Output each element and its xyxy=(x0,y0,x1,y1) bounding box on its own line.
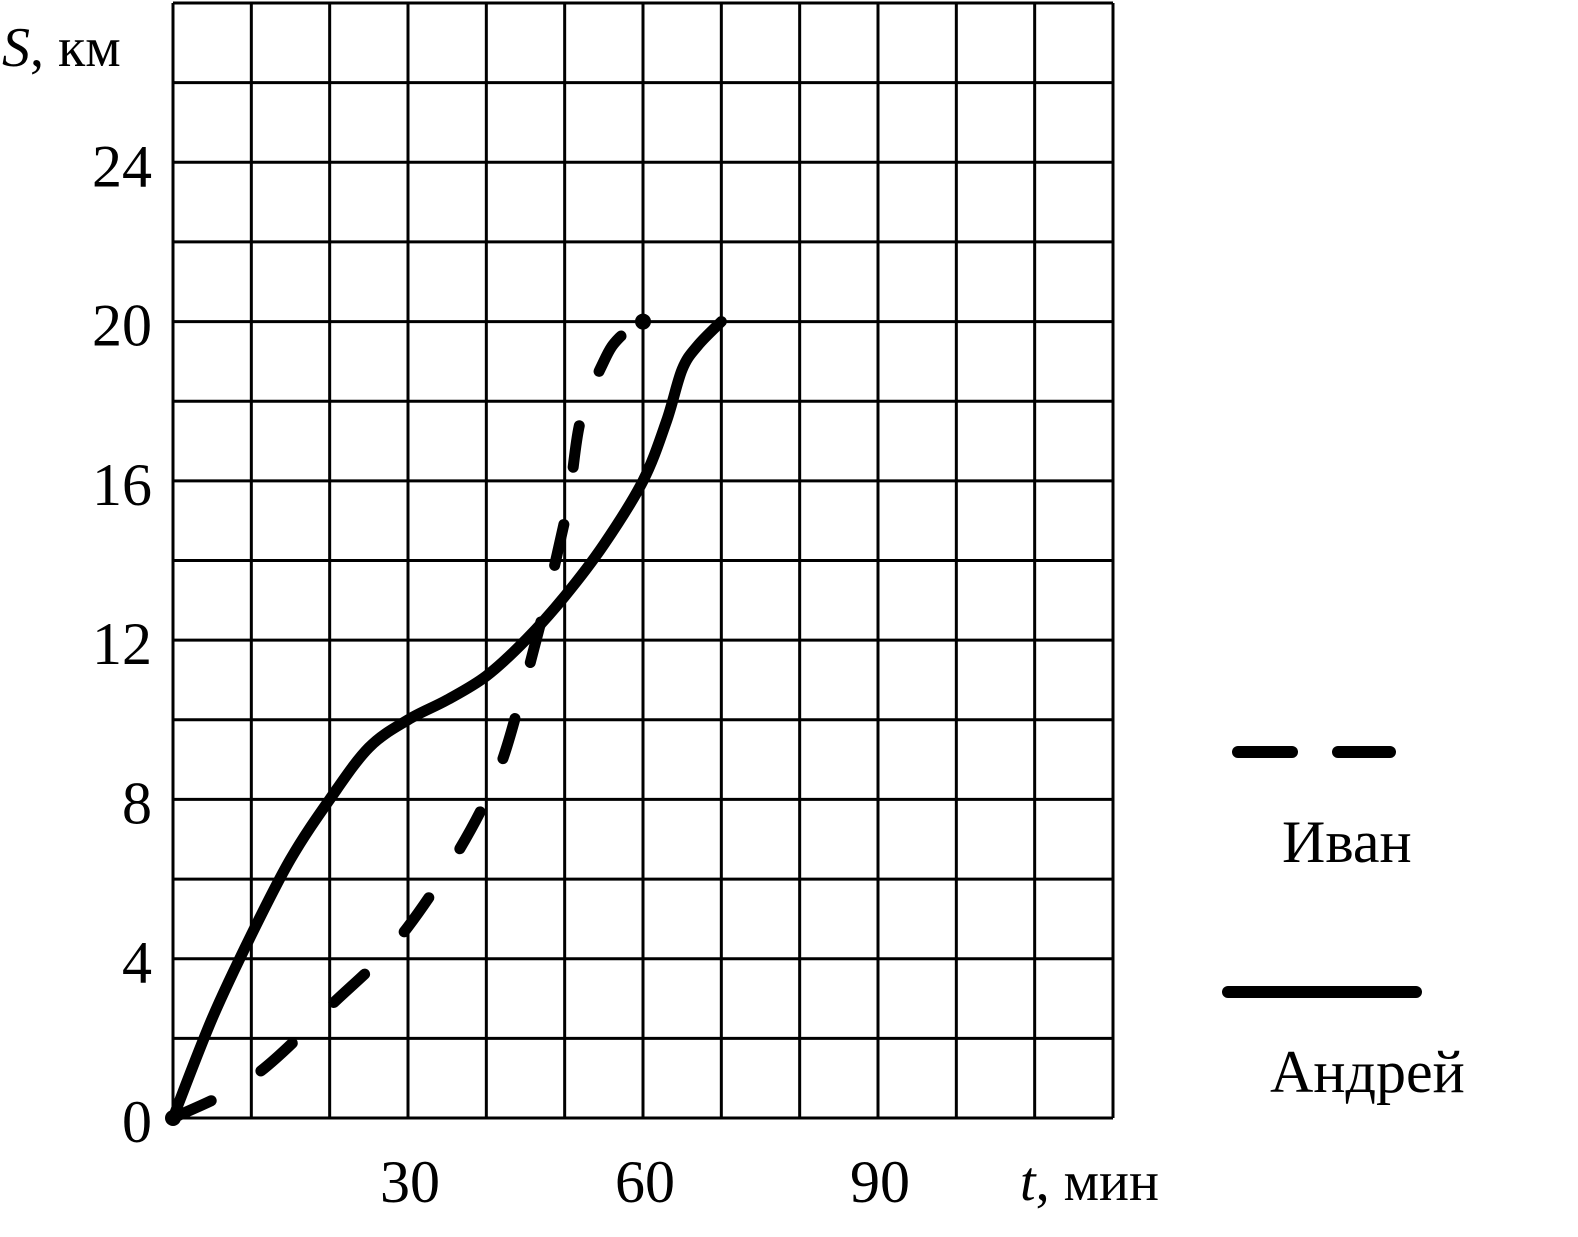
series-end-point xyxy=(635,313,651,330)
y-tick-label: 8 xyxy=(122,770,152,836)
x-axis-label: t, мин xyxy=(1020,1151,1159,1213)
x-tick-label: 60 xyxy=(615,1149,675,1215)
y-axis-variable: S xyxy=(2,17,30,79)
legend-andrey-label: Андрей xyxy=(1270,1039,1465,1105)
origin-point xyxy=(165,1110,181,1126)
y-axis-label: S, км xyxy=(2,17,121,79)
y-tick-label: 4 xyxy=(122,930,152,996)
x-axis-variable: t xyxy=(1020,1151,1037,1213)
series-line-andrey xyxy=(167,316,727,1124)
legend-ivan-label: Иван xyxy=(1282,809,1412,875)
y-tick-label: 24 xyxy=(92,133,152,199)
x-axis-unit: , мин xyxy=(1036,1151,1159,1213)
legend: Иван Андрей xyxy=(1222,746,1465,1105)
tick-labels: 0 4 8 12 16 20 24 30 60 90 xyxy=(92,133,910,1215)
x-tick-label: 90 xyxy=(850,1149,910,1215)
series-group xyxy=(165,313,727,1126)
y-tick-label: 16 xyxy=(92,452,152,518)
series-line-ivan xyxy=(167,316,649,1124)
grid xyxy=(171,1,1115,1120)
y-tick-label: 0 xyxy=(122,1089,152,1155)
x-tick-label: 30 xyxy=(380,1149,440,1215)
y-tick-label: 12 xyxy=(92,611,152,677)
y-tick-label: 20 xyxy=(92,293,152,359)
y-axis-unit: , км xyxy=(30,17,121,79)
